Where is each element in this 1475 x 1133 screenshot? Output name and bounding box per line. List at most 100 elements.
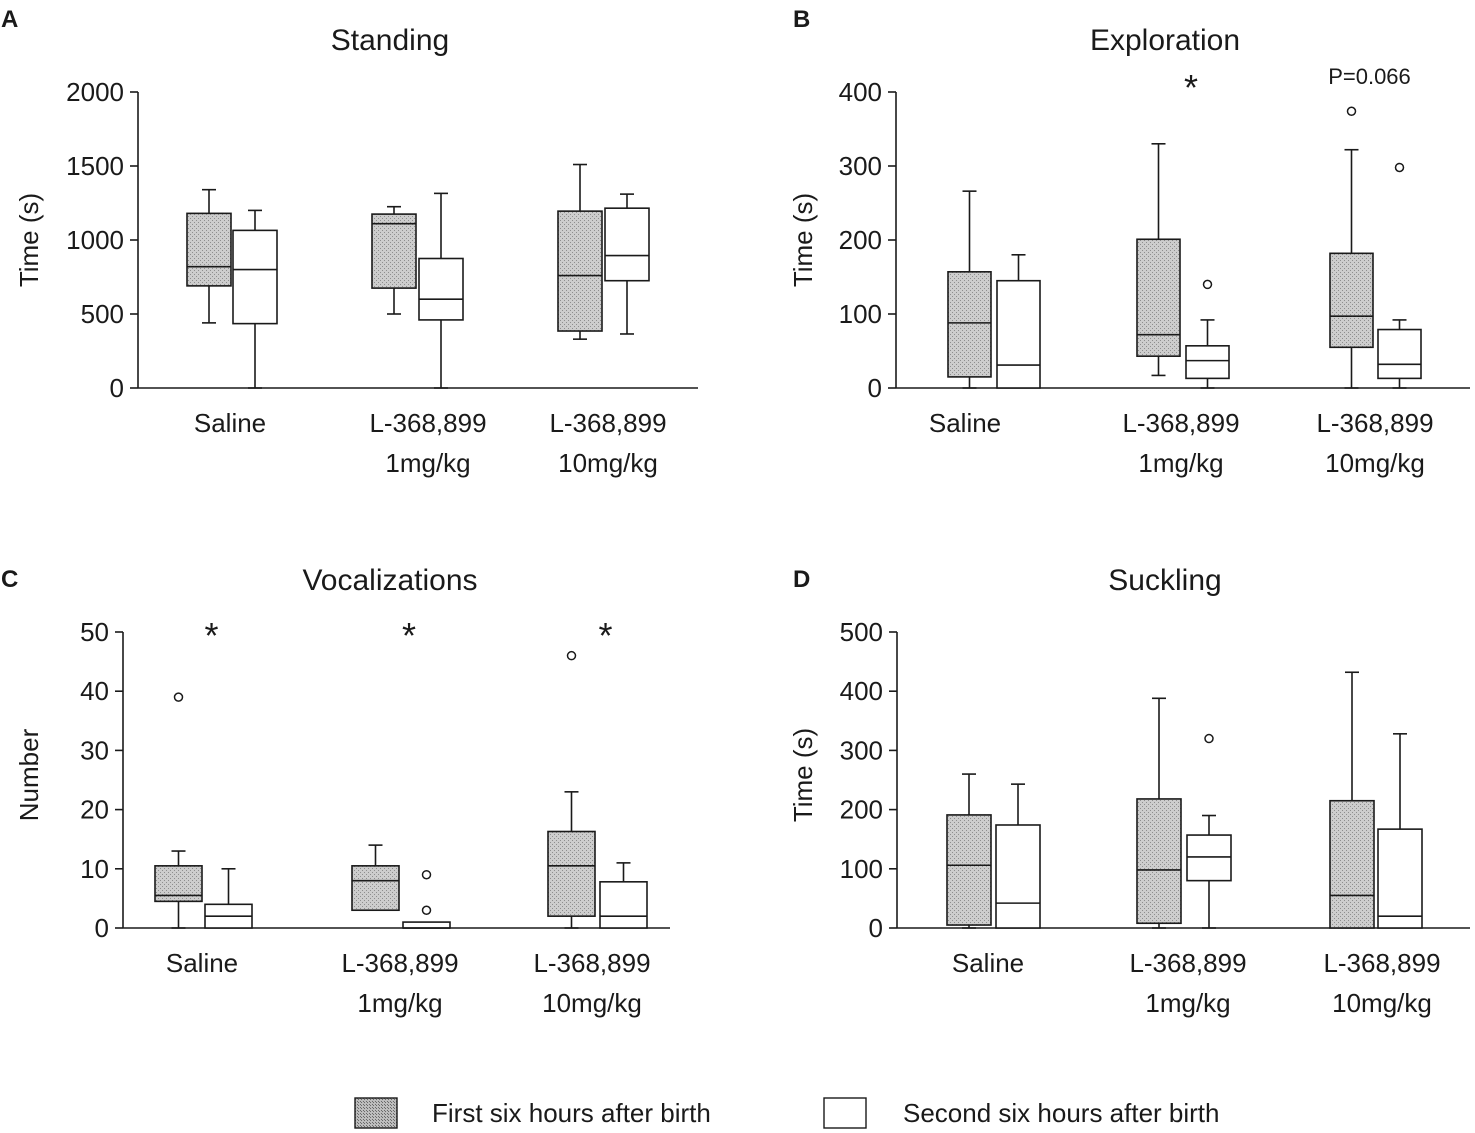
box-d-l368899-10mgkg-second-six-hours <box>1377 828 1423 929</box>
box-group-c-l368899-1mgkg-second-six-hours <box>402 869 451 929</box>
y-tick-label: 200 <box>840 795 883 825</box>
y-tick-label: 0 <box>110 373 124 403</box>
box-group-a-saline-second-six-hours <box>232 209 278 389</box>
box-group-b-saline-first-six-hours <box>947 190 992 389</box>
category-label-l368899-1mgkg: 1mg/kg <box>385 448 470 478</box>
category-label-l368899-10mgkg: L-368,899 <box>1323 948 1440 978</box>
y-axis-label: Number <box>14 728 44 821</box>
box-group-a-l368899-10mgkg-first-six-hours <box>557 163 603 340</box>
box-d-l368899-10mgkg-first-six-hours <box>1329 799 1375 929</box>
box-d-l368899-1mgkg-first-six-hours <box>1136 798 1182 925</box>
category-label-l368899-1mgkg: L-368,899 <box>1122 408 1239 438</box>
outlier-point <box>566 650 577 661</box>
box-group-c-l368899-10mgkg-second-six-hours <box>599 862 648 929</box>
panel-letter: D <box>793 566 810 593</box>
category-label-l368899-10mgkg: 10mg/kg <box>1332 988 1432 1018</box>
box-a-saline-first-six-hours <box>186 212 232 287</box>
box-a-l368899-10mgkg-first-six-hours <box>557 210 603 332</box>
panel-c: C Vocalizations Number 0 10 20 30 40 50 Saline L-3… <box>1 564 670 1018</box>
legend-swatch-first-six-hours <box>354 1097 398 1129</box>
box-c-l368899-1mgkg-first-six-hours <box>351 865 400 912</box>
category-label-l368899-10mgkg: 10mg/kg <box>542 988 642 1018</box>
panel-letter: B <box>793 6 810 33</box>
y-tick-label: 40 <box>80 676 109 706</box>
box-d-saline-first-six-hours <box>946 814 992 926</box>
category-label-l368899-10mgkg: L-368,899 <box>1316 408 1433 438</box>
box-group-b-l368899-10mgkg-first-six-hours <box>1329 106 1374 389</box>
box-group-d-l368899-1mgkg-first-six-hours <box>1136 697 1182 929</box>
category-label-saline: Saline <box>166 948 238 978</box>
y-tick-label: 300 <box>839 151 882 181</box>
box-group-a-l368899-10mgkg-second-six-hours <box>604 193 650 335</box>
box-d-saline-second-six-hours <box>995 824 1041 929</box>
category-label-saline: Saline <box>929 408 1001 438</box>
legend-swatch-second-six-hours <box>823 1097 867 1129</box>
panel-a: A Standing Time (s) 0 500 1000 1500 2000 Saline L… <box>1 6 698 478</box>
box-group-d-l368899-10mgkg-second-six-hours <box>1377 733 1423 929</box>
box-a-saline-second-six-hours <box>232 229 278 325</box>
box-group-a-l368899-1mgkg-first-six-hours <box>371 205 417 315</box>
box-b-l368899-10mgkg-first-six-hours <box>1329 252 1374 349</box>
box-group-b-l368899-1mgkg-second-six-hours <box>1185 279 1230 389</box>
box-d-l368899-1mgkg-second-six-hours <box>1186 834 1232 882</box>
box-group-d-saline-first-six-hours <box>946 773 992 929</box>
category-label-l368899-10mgkg: 10mg/kg <box>1325 448 1425 478</box>
y-axis-label: Time (s) <box>788 728 818 822</box>
category-label-saline: Saline <box>952 948 1024 978</box>
box-a-l368899-1mgkg-second-six-hours <box>418 257 464 321</box>
outlier-point <box>1346 106 1357 116</box>
y-tick-label: 0 <box>869 913 883 943</box>
box-group-d-l368899-1mgkg-second-six-hours <box>1186 733 1232 929</box>
outlier-point <box>173 692 184 702</box>
panel-b: B Exploration Time (s) 0 100 200 300 400 Saline L… <box>788 6 1470 478</box>
box-group-d-l368899-10mgkg-first-six-hours <box>1329 671 1375 929</box>
y-axis-label: Time (s) <box>788 193 818 287</box>
box-b-l368899-1mgkg-second-six-hours <box>1185 345 1230 380</box>
y-tick-label: 500 <box>840 617 883 647</box>
box-a-l368899-10mgkg-second-six-hours <box>604 207 650 282</box>
significance-asterisk: * <box>1184 67 1198 108</box>
panel-d: D Suckling Time (s) 0 100 200 300 400 500 Saline L… <box>788 564 1470 1018</box>
box-group-a-l368899-1mgkg-second-six-hours <box>418 192 464 389</box>
category-label-saline: Saline <box>194 408 266 438</box>
outlier-point <box>1394 162 1405 173</box>
y-tick-label: 1500 <box>66 151 124 181</box>
category-label-l368899-1mgkg: 1mg/kg <box>357 988 442 1018</box>
y-tick-label: 10 <box>80 854 109 884</box>
box-group-c-l368899-1mgkg-first-six-hours <box>351 844 400 912</box>
significance-asterisk: * <box>204 615 218 656</box>
outlier-point <box>1204 733 1214 744</box>
y-tick-label: 0 <box>868 373 882 403</box>
legend-label-first-six-hours: First six hours after birth <box>432 1098 711 1128</box>
box-b-l368899-10mgkg-second-six-hours <box>1377 328 1422 380</box>
box-group-d-saline-second-six-hours <box>995 783 1041 929</box>
box-group-b-saline-second-six-hours <box>996 254 1041 389</box>
y-tick-label: 0 <box>95 913 109 943</box>
y-tick-label: 100 <box>839 299 882 329</box>
p-value-annotation: P=0.066 <box>1328 64 1411 89</box>
legend-label-second-six-hours: Second six hours after birth <box>903 1098 1220 1128</box>
box-group-c-l368899-10mgkg-first-six-hours <box>547 650 596 929</box>
significance-asterisk: * <box>598 615 612 656</box>
chart-title: Standing <box>331 24 449 57</box>
y-tick-label: 1000 <box>66 225 124 255</box>
box-b-l368899-1mgkg-first-six-hours <box>1136 238 1181 357</box>
chart-title: Vocalizations <box>302 564 477 597</box>
box-group-c-saline-first-six-hours <box>154 692 203 929</box>
box-b-saline-first-six-hours <box>947 271 992 378</box>
y-tick-label: 300 <box>840 735 883 765</box>
box-group-b-l368899-1mgkg-first-six-hours <box>1136 143 1181 377</box>
panel-letter: A <box>1 6 18 33</box>
y-axis-label: Time (s) <box>14 193 44 287</box>
chart-title: Suckling <box>1108 564 1221 597</box>
panel-letter: C <box>1 566 18 593</box>
category-label-l368899-1mgkg: L-368,899 <box>341 948 458 978</box>
outlier-point <box>1202 279 1213 290</box>
box-a-l368899-1mgkg-first-six-hours <box>371 213 417 289</box>
category-label-l368899-10mgkg: L-368,899 <box>533 948 650 978</box>
y-tick-label: 500 <box>81 299 124 329</box>
category-label-l368899-1mgkg: 1mg/kg <box>1145 988 1230 1018</box>
chart-title: Exploration <box>1090 24 1240 57</box>
box-b-saline-second-six-hours <box>996 279 1041 389</box>
